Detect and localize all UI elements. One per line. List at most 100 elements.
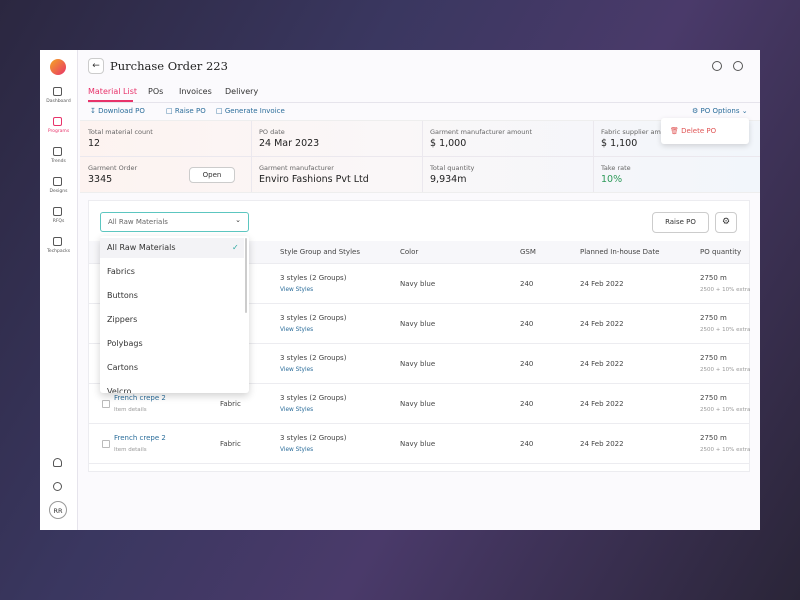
dropdown-option[interactable]: Fabrics xyxy=(107,267,135,276)
bell-icon[interactable] xyxy=(53,458,62,467)
dropdown-option[interactable]: All Raw Materials xyxy=(107,243,176,252)
column-header: Planned In-house Date xyxy=(580,248,660,256)
summary-label: Take rate xyxy=(601,164,631,172)
download-action[interactable]: ↧ Download PO xyxy=(90,107,145,115)
style-groups: 3 styles (2 Groups) xyxy=(280,434,347,442)
in-house-date: 24 Feb 2022 xyxy=(580,360,624,368)
dropdown-option[interactable]: Velcro xyxy=(107,387,132,393)
raise-po-button[interactable]: Raise PO xyxy=(652,212,709,233)
table-row: 3 styles (2 Groups) View Styles Navy blue 2… xyxy=(89,344,751,384)
summary-value: 9,934m xyxy=(430,174,467,185)
po-quantity: 2750 m xyxy=(700,394,727,402)
in-house-date: 24 Feb 2022 xyxy=(580,320,624,328)
table-row: French crepe 2 Item details Fabric 3 styles… xyxy=(89,424,751,464)
view-styles[interactable]: View Styles xyxy=(280,327,314,333)
support-icon[interactable] xyxy=(53,482,62,491)
po-options-label: PO Options xyxy=(700,107,740,115)
tab[interactable]: Delivery xyxy=(225,87,259,96)
settings-button[interactable]: ⚙ xyxy=(715,212,737,233)
quantity-extra: 2500 + 10% extra xyxy=(700,407,751,413)
options-menu: 🗑 Delete PO xyxy=(661,118,749,144)
material-select[interactable]: All Raw Materials ⌄ xyxy=(100,212,249,232)
in-house-date: 24 Feb 2022 xyxy=(580,400,624,408)
sidebar-icon[interactable] xyxy=(53,207,62,216)
sidebar-icon[interactable] xyxy=(53,87,62,96)
summary-divider xyxy=(422,121,423,156)
style-groups: 3 styles (2 Groups) xyxy=(280,354,347,362)
quantity-extra: 2500 + 10% extra xyxy=(700,367,751,373)
tab[interactable]: Invoices xyxy=(179,87,212,96)
tab[interactable]: POs xyxy=(148,87,164,96)
view-styles[interactable]: View Styles xyxy=(280,447,314,453)
gsm: 240 xyxy=(520,440,534,448)
summary-label: Fabric supplier amo xyxy=(601,128,665,136)
gsm: 240 xyxy=(520,360,534,368)
row-checkbox[interactable] xyxy=(102,400,110,408)
column-header: Color xyxy=(400,248,419,256)
scrollbar xyxy=(245,238,247,313)
column-header: Style Group and Styles xyxy=(280,248,360,256)
summary-row-divider xyxy=(80,156,760,157)
item-name[interactable]: French crepe 2 xyxy=(114,394,166,402)
sidebar-icon[interactable] xyxy=(53,237,62,246)
color: Navy blue xyxy=(400,280,436,288)
summary-value: $ 1,100 xyxy=(601,138,638,149)
logo[interactable] xyxy=(50,59,66,75)
raise-action[interactable]: □ Raise PO xyxy=(166,107,206,115)
po-quantity: 2750 m xyxy=(700,434,727,442)
option-highlight xyxy=(100,238,244,258)
summary-label: Total quantity xyxy=(430,164,475,172)
invoice-action[interactable]: □ Generate Invoice xyxy=(216,107,285,115)
sidebar-icon[interactable] xyxy=(53,177,62,186)
dropdown-option[interactable]: Zippers xyxy=(107,315,138,324)
quantity-extra: 2500 + 10% extra xyxy=(700,287,751,293)
dropdown-option[interactable]: Polybags xyxy=(107,339,143,348)
po-quantity: 2750 m xyxy=(700,354,727,362)
summary-value: 24 Mar 2023 xyxy=(259,138,320,149)
sidebar-icon[interactable] xyxy=(53,147,62,156)
table-row: French crepe 2 Item details Fabric 3 styles… xyxy=(89,384,751,424)
row-checkbox[interactable] xyxy=(102,440,110,448)
style-groups: 3 styles (2 Groups) xyxy=(280,274,347,282)
idea-icon[interactable] xyxy=(712,61,722,71)
select-caret: ⌄ xyxy=(235,216,241,224)
download-label: Download PO xyxy=(98,107,145,115)
tab[interactable]: Material List xyxy=(88,87,138,96)
summary-divider xyxy=(251,121,252,156)
summary-value: 3345 xyxy=(88,174,113,185)
active-tab-underline xyxy=(88,100,133,102)
delete-po[interactable]: 🗑 Delete PO xyxy=(670,127,717,135)
summary-label: Total material count xyxy=(88,128,153,136)
sidebar-label: Programs xyxy=(47,129,70,134)
dropdown-option[interactable]: Cartons xyxy=(107,363,139,372)
sidebar-label: Designs xyxy=(49,189,68,194)
sidebar-icon[interactable] xyxy=(53,117,62,126)
dropdown-option[interactable]: Buttons xyxy=(107,291,138,300)
raise-label: Raise PO xyxy=(174,107,206,115)
view-styles[interactable]: View Styles xyxy=(280,407,314,413)
color: Navy blue xyxy=(400,440,436,448)
table-row: 3 styles (2 Groups) View Styles Navy blue 2… xyxy=(89,304,750,344)
sidebar-label: RFQs xyxy=(52,219,65,224)
summary-divider xyxy=(593,157,594,192)
view-styles[interactable]: View Styles xyxy=(280,287,314,293)
tab-border xyxy=(88,102,760,103)
view-styles[interactable]: View Styles xyxy=(280,367,314,373)
open-button[interactable]: Open xyxy=(189,167,235,183)
summary-divider xyxy=(593,121,594,156)
avatar[interactable]: RR xyxy=(49,501,67,519)
item-name[interactable]: French crepe 2 xyxy=(114,434,166,442)
page-title: Purchase Order 223 xyxy=(110,59,228,73)
delete-label: Delete PO xyxy=(681,127,717,135)
sidebar-label: Techpacks xyxy=(46,249,71,254)
column-header: GSM xyxy=(520,248,536,256)
quantity-extra: 2500 + 10% extra xyxy=(700,447,751,453)
summary-value: 12 xyxy=(88,138,101,149)
back-button[interactable]: ← xyxy=(88,58,104,74)
help-icon[interactable] xyxy=(733,61,743,71)
summary-label: Garment manufacturer xyxy=(259,164,334,172)
po-options[interactable]: ⚙ PO Options ⌄ xyxy=(692,107,748,115)
gsm: 240 xyxy=(520,400,534,408)
po-quantity: 2750 m xyxy=(700,314,727,322)
